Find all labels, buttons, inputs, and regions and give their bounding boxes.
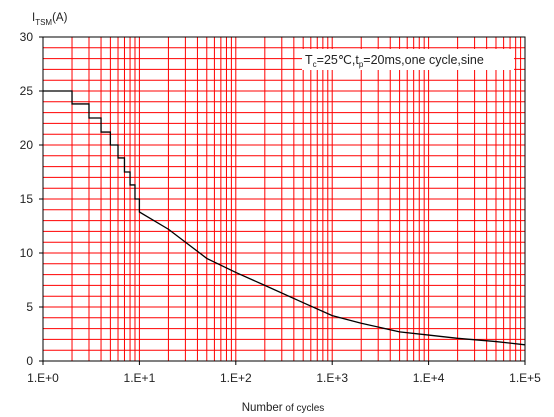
grid-lines [43,37,525,361]
annotation-t-sub: c [313,60,317,69]
x-axis-title: Number of cycles [242,402,325,414]
y-axis-title-sub: TSM [35,18,52,27]
y-tick-label: 30 [20,30,34,44]
x-axis-ticks: 1.E+0 1.E+1 1.E+2 1.E+3 1.E+4 1.E+5 [27,361,541,385]
x-tick-label: 1.E+5 [509,371,541,385]
y-tick-label: 20 [20,138,34,152]
annotation-background [302,49,514,70]
x-tick-label: 1.E+3 [316,371,348,385]
y-tick-label: 0 [26,354,33,368]
y-tick-label: 10 [20,246,34,260]
x-tick-label: 1.E+4 [413,371,445,385]
y-tick-label: 15 [20,192,34,206]
y-axis-ticks: 0 5 10 15 20 25 30 [20,30,43,368]
annotation-tp-sub: p [359,60,364,69]
y-tick-label: 5 [26,300,33,314]
condition-annotation: Tc=25℃,tp=20ms,one cycle,sine [302,49,514,70]
y-tick-label: 25 [20,84,34,98]
x-axis-title-suffix: of cycles [283,403,325,414]
annotation-rest: =20ms,one cycle,sine [363,53,484,67]
x-tick-label: 1.E+2 [220,371,252,385]
x-tick-label: 1.E+1 [124,371,156,385]
annotation-text: Tc=25℃,tp=20ms,one cycle,sine [305,53,484,69]
x-axis-title-main: Number [242,402,283,414]
y-axis-title: ITSM(A) [32,12,68,27]
annotation-t: T [305,53,313,67]
y-axis-title-suffix: (A) [52,12,68,24]
y-axis-title-main: I [32,12,35,24]
annotation-temp: =25℃,t [317,53,360,67]
surge-current-line [43,90,526,346]
x-tick-label: 1.E+0 [27,371,59,385]
